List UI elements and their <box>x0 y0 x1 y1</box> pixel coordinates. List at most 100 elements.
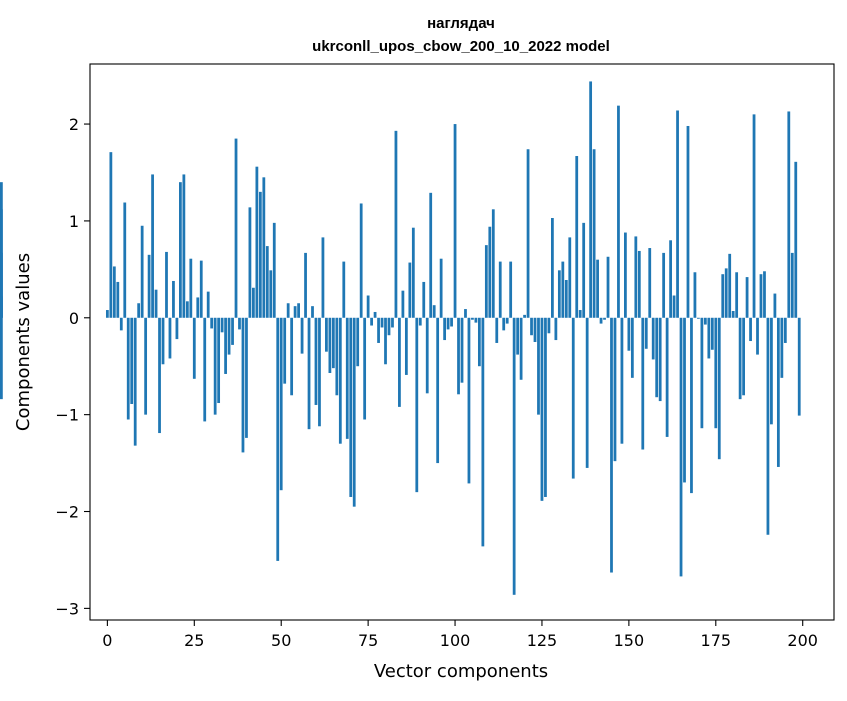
bar <box>606 256 610 318</box>
bar <box>283 317 287 384</box>
bar <box>359 203 363 318</box>
bar <box>161 317 165 365</box>
bar <box>540 317 544 501</box>
bar <box>690 317 693 494</box>
bar <box>276 317 280 561</box>
bar <box>630 317 634 378</box>
bar <box>151 174 154 318</box>
bar <box>269 270 273 318</box>
bar <box>714 317 718 429</box>
bar <box>293 306 297 318</box>
bar <box>175 317 179 340</box>
bar <box>571 317 575 479</box>
bar <box>404 317 408 375</box>
bar <box>398 317 401 407</box>
bar <box>710 317 714 350</box>
bar <box>533 317 537 342</box>
bar <box>300 317 304 354</box>
bar <box>464 309 467 318</box>
bar <box>373 311 377 318</box>
bar <box>116 281 120 318</box>
bar <box>721 274 725 318</box>
bar <box>199 260 203 318</box>
x-tick-label: 125 <box>527 631 558 650</box>
bar <box>662 252 666 318</box>
bar <box>0 252 3 318</box>
bar <box>589 81 593 318</box>
bar <box>651 317 655 360</box>
bar <box>634 236 638 318</box>
bar <box>599 317 603 324</box>
bar <box>474 317 478 323</box>
x-tick-label: 25 <box>184 631 204 650</box>
bar <box>425 317 429 394</box>
bar <box>724 268 728 318</box>
bar <box>728 253 732 318</box>
bar <box>213 317 217 415</box>
bar <box>488 226 492 318</box>
bar <box>481 317 485 547</box>
x-tick-label: 200 <box>787 631 818 650</box>
bar <box>0 296 3 318</box>
y-tick-label: 1 <box>69 212 79 231</box>
bar <box>759 274 763 318</box>
bar <box>557 270 561 318</box>
bar <box>749 317 752 342</box>
bar <box>335 317 339 396</box>
bar <box>338 317 342 444</box>
bar <box>133 317 137 446</box>
bar <box>450 317 453 327</box>
bar <box>356 317 360 367</box>
bar <box>321 237 325 318</box>
bar <box>471 317 474 320</box>
bar <box>467 317 471 484</box>
bar <box>446 317 450 330</box>
bar <box>265 246 269 318</box>
bar <box>297 303 300 318</box>
bar <box>703 317 707 325</box>
bar <box>686 125 690 318</box>
bar <box>394 130 398 318</box>
bar <box>457 317 460 395</box>
bar <box>790 252 794 318</box>
bar <box>224 317 227 374</box>
y-tick-label: −3 <box>55 599 79 618</box>
bar <box>596 259 599 318</box>
bar <box>279 317 283 491</box>
bar <box>304 252 307 318</box>
bar <box>477 317 481 367</box>
bar <box>658 317 662 402</box>
bar <box>203 317 207 422</box>
bar <box>526 149 530 318</box>
bar <box>262 177 266 318</box>
bar <box>342 261 346 318</box>
bar <box>620 317 624 444</box>
bar <box>325 317 328 352</box>
bar <box>544 317 547 497</box>
bar <box>0 182 3 318</box>
bar <box>794 161 798 318</box>
bar <box>311 306 314 318</box>
bar <box>509 261 513 318</box>
chart-title: наглядач <box>427 15 495 32</box>
bar <box>231 317 234 345</box>
bar <box>453 124 457 318</box>
bar <box>603 317 606 320</box>
bar <box>210 317 214 329</box>
bar <box>144 317 148 415</box>
bar <box>158 317 161 434</box>
bar <box>363 317 367 420</box>
bar <box>766 317 770 535</box>
bar <box>238 317 241 330</box>
bar <box>648 248 652 318</box>
bar <box>352 317 356 507</box>
bar <box>582 222 586 318</box>
bar <box>422 281 426 318</box>
bar <box>530 317 533 336</box>
bar <box>554 317 558 341</box>
bar <box>123 202 127 318</box>
bar <box>255 166 259 318</box>
bar <box>258 191 262 318</box>
bar <box>147 254 151 318</box>
